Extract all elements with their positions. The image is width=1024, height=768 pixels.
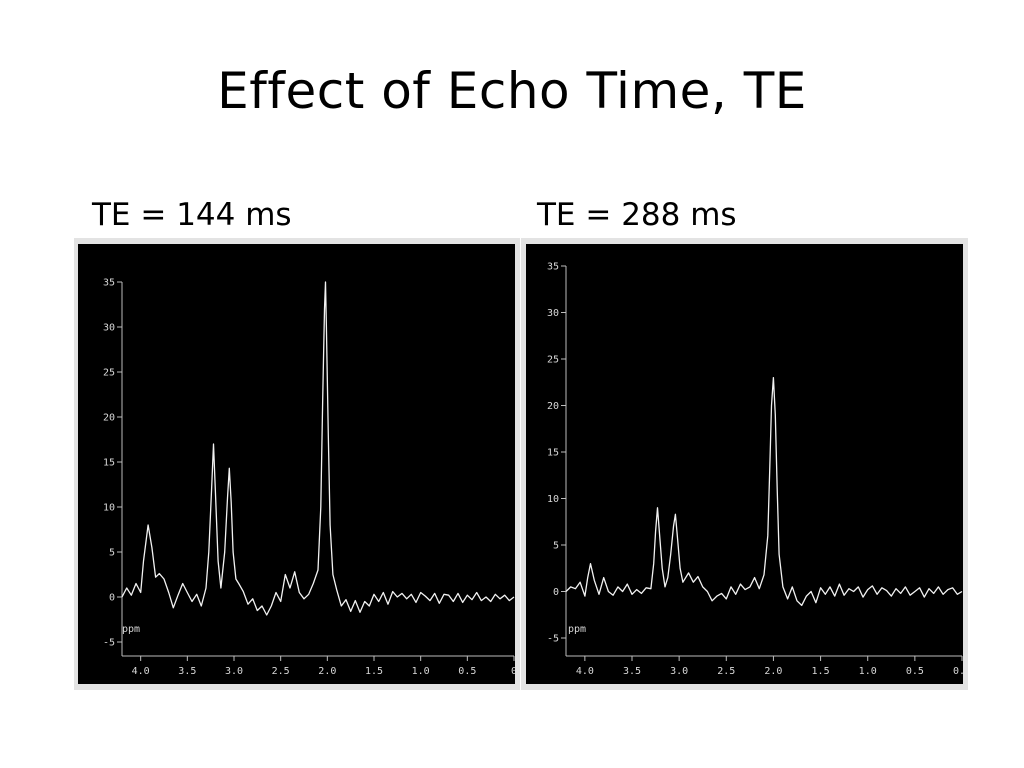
y-tick-label: 20 [103, 413, 115, 424]
x-tick-label: 1.5 [812, 666, 830, 677]
x-tick-label: 3.5 [623, 666, 641, 677]
y-tick-label: -5 [103, 638, 115, 649]
tick-group: 35 30 25 20 15 10 5 0 -5 4.0 3.5 3.0 2.5 2.0 1.5 1.0 0.5… [547, 262, 963, 678]
spectrum-chart-te144: ppm 35 30 25 20 15 10 5 0 -5 4.0 3.5 3.0 2.5 2.0 1.5 1.… [78, 244, 515, 684]
x-tick-label: 2.0 [318, 666, 336, 677]
y-tick-label: 5 [109, 548, 115, 559]
y-tick-label: 10 [103, 503, 115, 514]
tick-group: 35 30 25 20 15 10 5 0 -5 4.0 3.5 3.0 2.5 2.0 1.5 1.0 0.5… [103, 278, 515, 678]
x-tick-label: 0 [511, 666, 515, 677]
x-tick-label: 1.0 [412, 666, 430, 677]
y-tick-label: 0 [553, 587, 559, 598]
unit-label: ppm [568, 624, 586, 635]
y-tick-label: 0 [109, 593, 115, 604]
spectrum-trace [121, 281, 515, 616]
panel-label-te144: TE = 144 ms [92, 197, 292, 233]
panel-label-te288: TE = 288 ms [537, 197, 737, 233]
x-tick-label: 3.0 [225, 666, 243, 677]
x-tick-label: 3.5 [178, 666, 196, 677]
x-tick-label: 2.0 [764, 666, 782, 677]
y-tick-label: 10 [547, 494, 559, 505]
x-tick-label: 1.0 [859, 666, 877, 677]
y-tick-label: 15 [103, 458, 115, 469]
y-tick-label: 35 [547, 262, 559, 273]
spectrum-trace [565, 376, 963, 607]
x-tick-label: 4.0 [576, 666, 594, 677]
y-tick-label: 5 [553, 541, 559, 552]
y-tick-label: 35 [103, 278, 115, 289]
x-tick-label: 1.5 [365, 666, 383, 677]
slide-title: Effect of Echo Time, TE [217, 62, 807, 120]
y-tick-label: -5 [547, 634, 559, 645]
y-tick-label: 30 [547, 308, 559, 319]
unit-label: ppm [122, 624, 140, 635]
x-tick-label: 4.0 [132, 666, 150, 677]
x-tick-label: 2.5 [717, 666, 735, 677]
x-tick-label: 3.0 [670, 666, 688, 677]
x-tick-label: 0.5 [458, 666, 476, 677]
y-tick-label: 15 [547, 448, 559, 459]
y-tick-label: 25 [547, 355, 559, 366]
y-tick-label: 20 [547, 401, 559, 412]
x-tick-label: 2.5 [272, 666, 290, 677]
x-tick-label: 0.0 [953, 666, 963, 677]
spectrum-chart-te288: ppm 35 30 25 20 15 10 5 0 -5 4.0 3.5 3.0 2.5 2.0 1.5 1.… [526, 244, 963, 684]
y-tick-label: 30 [103, 323, 115, 334]
x-tick-label: 0.5 [906, 666, 924, 677]
y-tick-label: 25 [103, 368, 115, 379]
